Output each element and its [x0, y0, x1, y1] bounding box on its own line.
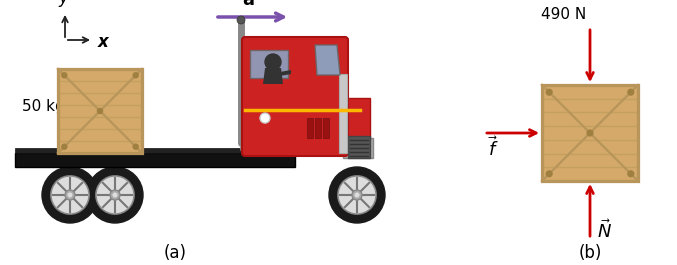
Bar: [542, 85, 638, 181]
Circle shape: [587, 130, 593, 136]
Text: (a): (a): [164, 244, 186, 262]
Circle shape: [628, 89, 634, 95]
Circle shape: [546, 171, 552, 177]
Circle shape: [42, 167, 98, 223]
Circle shape: [260, 113, 270, 123]
Circle shape: [628, 171, 634, 177]
Circle shape: [265, 143, 275, 153]
Circle shape: [87, 167, 143, 223]
Bar: [542, 85, 638, 181]
Polygon shape: [280, 70, 291, 76]
Bar: [15, 153, 295, 167]
Bar: [58, 69, 142, 153]
Circle shape: [62, 73, 67, 78]
Bar: [348, 136, 370, 158]
Circle shape: [546, 89, 552, 95]
Circle shape: [51, 176, 89, 214]
Bar: [58, 69, 142, 153]
Polygon shape: [343, 98, 370, 145]
Bar: [250, 50, 288, 78]
Circle shape: [265, 54, 281, 70]
Circle shape: [96, 176, 134, 214]
Bar: [323, 118, 329, 138]
Bar: [343, 138, 373, 158]
Circle shape: [338, 176, 376, 214]
Circle shape: [133, 73, 138, 78]
Polygon shape: [263, 68, 283, 84]
FancyBboxPatch shape: [242, 37, 348, 156]
Circle shape: [97, 108, 102, 113]
Text: x: x: [98, 33, 109, 51]
Circle shape: [133, 144, 138, 149]
Circle shape: [112, 192, 118, 197]
Circle shape: [237, 16, 245, 24]
Circle shape: [110, 190, 120, 200]
Text: $\vec{\mathbf{a}}$: $\vec{\mathbf{a}}$: [242, 0, 257, 10]
Circle shape: [62, 144, 67, 149]
Text: $\vec{f}$: $\vec{f}$: [488, 136, 499, 160]
Polygon shape: [315, 45, 340, 75]
Polygon shape: [248, 40, 342, 48]
Bar: [315, 118, 321, 138]
Circle shape: [355, 192, 359, 197]
Circle shape: [352, 190, 362, 200]
Text: 490 N: 490 N: [541, 7, 586, 22]
Text: 50 kg: 50 kg: [22, 99, 65, 113]
Bar: [339, 74, 347, 153]
Bar: [15, 148, 295, 153]
Circle shape: [65, 190, 75, 200]
Bar: [307, 118, 313, 138]
Text: $\vec{N}$: $\vec{N}$: [597, 220, 612, 242]
Circle shape: [68, 192, 72, 197]
Text: (b): (b): [578, 244, 602, 262]
Circle shape: [329, 167, 385, 223]
Text: y: y: [58, 0, 68, 7]
